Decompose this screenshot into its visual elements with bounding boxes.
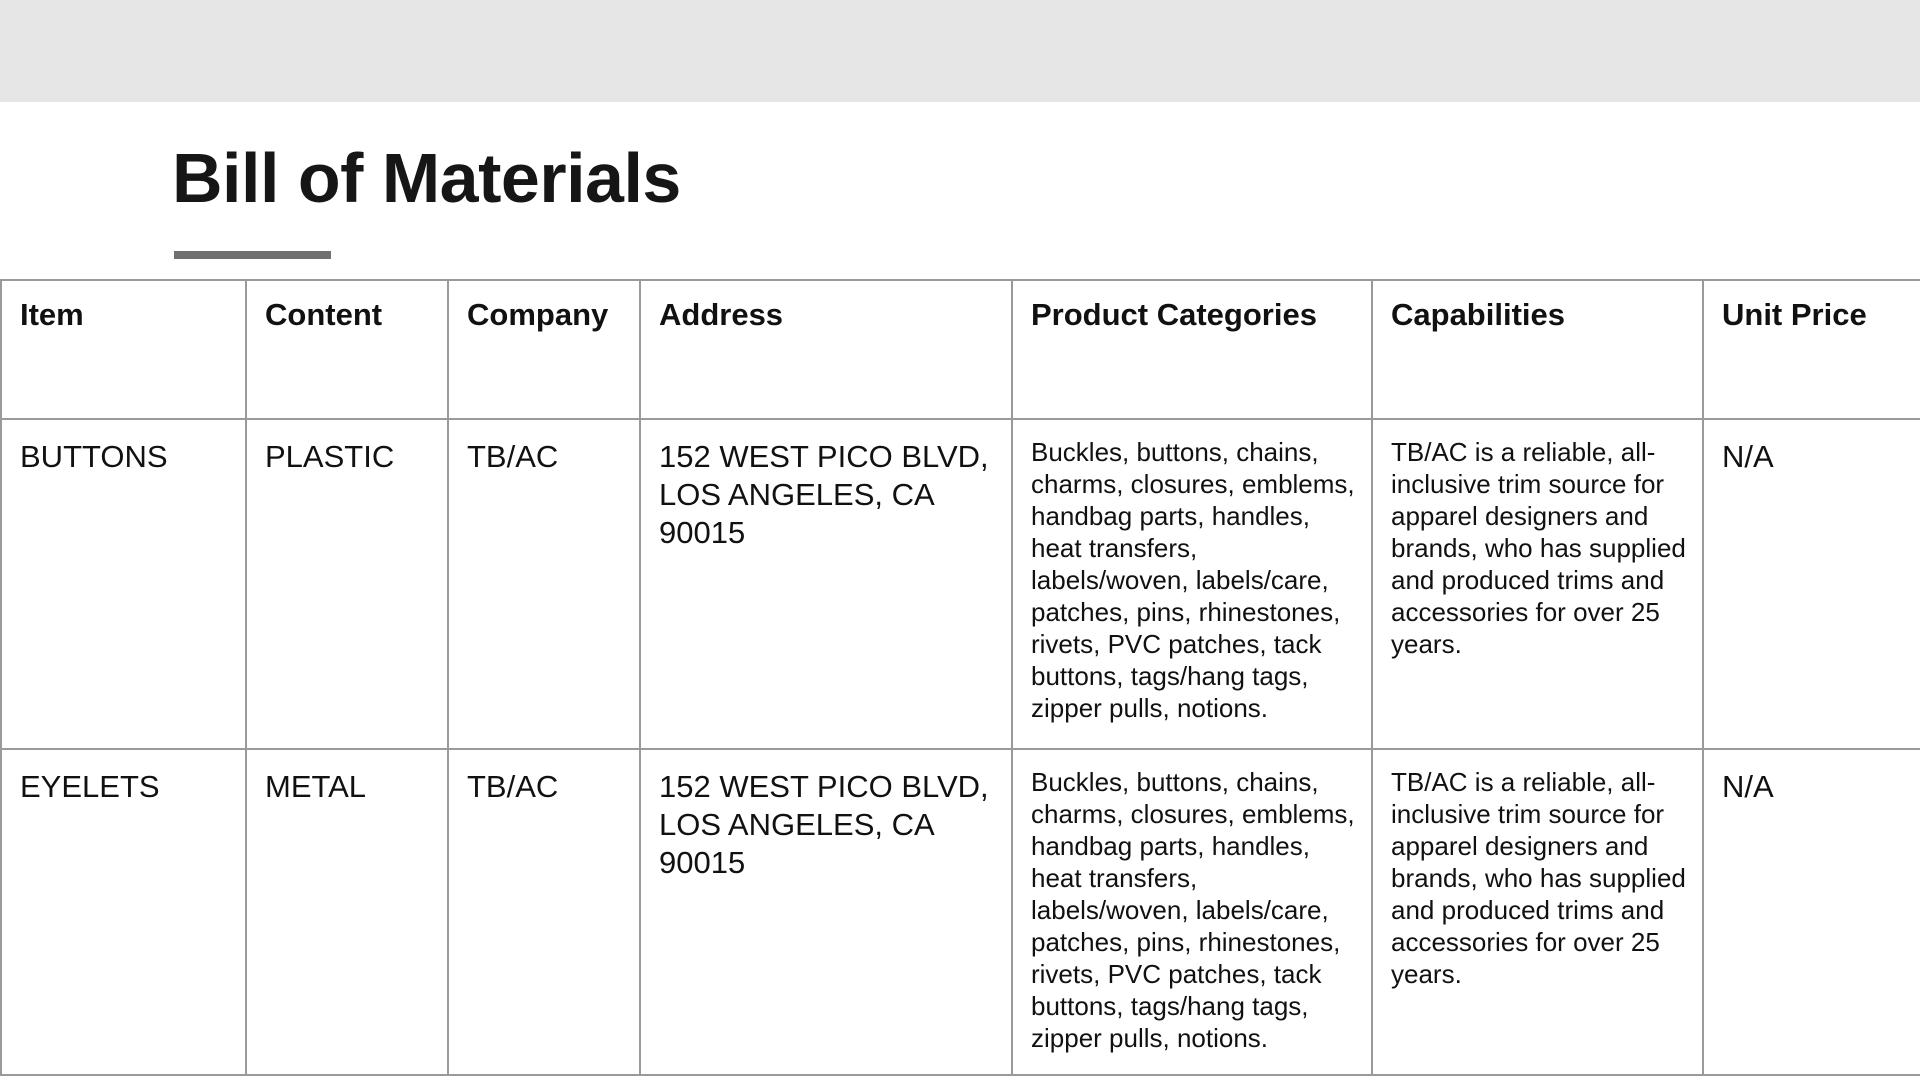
cell-company: TB/AC bbox=[447, 748, 641, 1076]
title-underline bbox=[174, 251, 331, 259]
header-product-categories: Product Categories bbox=[1011, 279, 1373, 420]
cell-item: BUTTONS bbox=[0, 418, 247, 750]
cell-address: 152 WEST PICO BLVD, LOS ANGELES, CA 9001… bbox=[639, 748, 1013, 1076]
table-row: EYELETS METAL TB/AC 152 WEST PICO BLVD, … bbox=[0, 748, 1920, 1076]
cell-unit-price: N/A bbox=[1702, 418, 1920, 750]
cell-address: 152 WEST PICO BLVD, LOS ANGELES, CA 9001… bbox=[639, 418, 1013, 750]
cell-capabilities: TB/AC is a reliable, all-inclusive trim … bbox=[1371, 748, 1704, 1076]
page-title: Bill of Materials bbox=[172, 139, 681, 217]
cell-content: METAL bbox=[245, 748, 449, 1076]
cell-unit-price: N/A bbox=[1702, 748, 1920, 1076]
cell-company: TB/AC bbox=[447, 418, 641, 750]
header-company: Company bbox=[447, 279, 641, 420]
table-header-row: Item Content Company Address Product Cat… bbox=[0, 279, 1920, 420]
bom-table: Item Content Company Address Product Cat… bbox=[0, 279, 1920, 1076]
table-row: BUTTONS PLASTIC TB/AC 152 WEST PICO BLVD… bbox=[0, 418, 1920, 750]
cell-product-categories: Buckles, buttons, chains, charms, closur… bbox=[1011, 748, 1373, 1076]
cell-item: EYELETS bbox=[0, 748, 247, 1076]
header-unit-price: Unit Price bbox=[1702, 279, 1920, 420]
header-capabilities: Capabilities bbox=[1371, 279, 1704, 420]
cell-product-categories: Buckles, buttons, chains, charms, closur… bbox=[1011, 418, 1373, 750]
header-address: Address bbox=[639, 279, 1013, 420]
header-content: Content bbox=[245, 279, 449, 420]
cell-capabilities: TB/AC is a reliable, all-inclusive trim … bbox=[1371, 418, 1704, 750]
cell-content: PLASTIC bbox=[245, 418, 449, 750]
header-item: Item bbox=[0, 279, 247, 420]
top-bar bbox=[0, 0, 1920, 102]
